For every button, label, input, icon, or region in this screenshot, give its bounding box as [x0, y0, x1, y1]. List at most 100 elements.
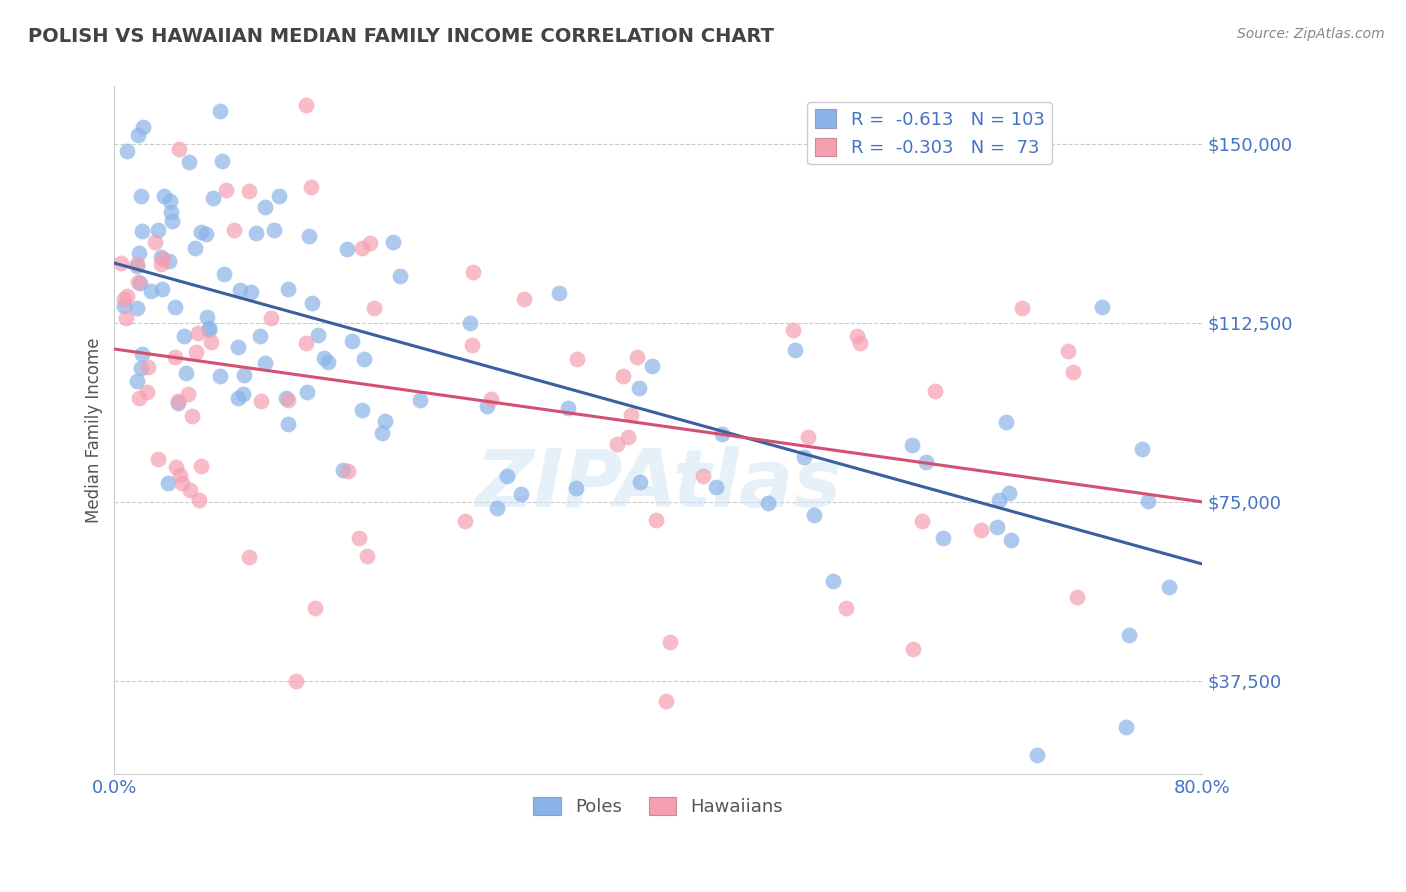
- Point: [461, 265, 484, 279]
- Point: [485, 500, 508, 515]
- Point: [453, 515, 475, 529]
- Point: [254, 200, 277, 214]
- Point: [181, 409, 204, 423]
- Point: [177, 387, 200, 401]
- Point: [150, 250, 173, 264]
- Text: ZIPAtlas: ZIPAtlas: [475, 446, 841, 524]
- Point: [277, 392, 299, 407]
- Point: [340, 334, 363, 349]
- Point: [1091, 300, 1114, 314]
- Point: [284, 674, 307, 689]
- Point: [986, 520, 1008, 534]
- Point: [110, 256, 132, 270]
- Point: [238, 549, 260, 564]
- Point: [557, 401, 579, 416]
- Point: [173, 329, 195, 343]
- Point: [388, 269, 411, 284]
- Point: [295, 385, 318, 400]
- Point: [969, 524, 991, 538]
- Point: [208, 103, 231, 118]
- Point: [131, 347, 153, 361]
- Point: [924, 384, 946, 399]
- Point: [1025, 747, 1047, 762]
- Point: [1056, 343, 1078, 358]
- Point: [793, 450, 815, 464]
- Point: [135, 385, 157, 400]
- Point: [931, 531, 953, 545]
- Point: [294, 336, 316, 351]
- Point: [232, 387, 254, 401]
- Point: [156, 476, 179, 491]
- Point: [307, 328, 329, 343]
- Point: [129, 277, 152, 291]
- Point: [316, 355, 339, 369]
- Point: [274, 391, 297, 405]
- Point: [1062, 365, 1084, 379]
- Point: [186, 345, 208, 359]
- Point: [165, 460, 187, 475]
- Point: [169, 468, 191, 483]
- Point: [782, 323, 804, 337]
- Point: [347, 531, 370, 545]
- Point: [565, 481, 588, 495]
- Point: [245, 226, 267, 240]
- Point: [356, 549, 378, 563]
- Point: [628, 475, 651, 490]
- Point: [408, 393, 430, 408]
- Point: [567, 351, 589, 366]
- Point: [995, 415, 1018, 429]
- Point: [125, 257, 148, 271]
- Point: [115, 310, 138, 325]
- Point: [1011, 301, 1033, 315]
- Point: [160, 204, 183, 219]
- Point: [240, 285, 263, 299]
- Point: [458, 316, 481, 330]
- Point: [249, 393, 271, 408]
- Point: [659, 635, 682, 649]
- Point: [900, 437, 922, 451]
- Point: [332, 463, 354, 477]
- Point: [195, 310, 218, 325]
- Legend: Poles, Hawaiians: Poles, Hawaiians: [526, 789, 790, 823]
- Point: [150, 257, 173, 271]
- Point: [226, 340, 249, 354]
- Point: [187, 326, 209, 341]
- Point: [612, 368, 634, 383]
- Point: [1118, 628, 1140, 642]
- Point: [249, 328, 271, 343]
- Point: [152, 282, 174, 296]
- Point: [136, 360, 159, 375]
- Point: [849, 336, 872, 351]
- Point: [224, 223, 246, 237]
- Point: [165, 300, 187, 314]
- Point: [115, 144, 138, 158]
- Point: [260, 311, 283, 326]
- Point: [128, 391, 150, 405]
- Point: [620, 408, 643, 422]
- Point: [314, 351, 336, 366]
- Point: [179, 483, 201, 497]
- Point: [112, 300, 135, 314]
- Point: [179, 155, 201, 169]
- Point: [214, 267, 236, 281]
- Point: [374, 414, 396, 428]
- Point: [381, 235, 404, 249]
- Point: [352, 241, 374, 255]
- Point: [903, 642, 925, 657]
- Point: [169, 142, 191, 156]
- Point: [226, 391, 249, 405]
- Point: [606, 436, 628, 450]
- Point: [209, 368, 232, 383]
- Point: [1136, 494, 1159, 508]
- Point: [692, 469, 714, 483]
- Point: [644, 513, 666, 527]
- Point: [337, 464, 360, 478]
- Point: [475, 399, 498, 413]
- Point: [125, 374, 148, 388]
- Point: [211, 153, 233, 168]
- Point: [125, 259, 148, 273]
- Point: [510, 487, 533, 501]
- Point: [797, 430, 820, 444]
- Point: [479, 392, 502, 406]
- Point: [803, 508, 825, 523]
